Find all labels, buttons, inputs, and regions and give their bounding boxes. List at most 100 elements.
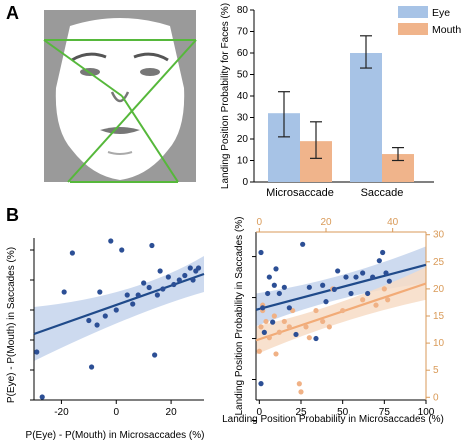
data-point-mouth (256, 348, 262, 354)
data-point (160, 286, 166, 292)
data-point-eye (376, 258, 382, 264)
data-point (195, 265, 202, 271)
mouth (100, 127, 140, 134)
data-point-mouth (373, 302, 379, 308)
right-eyebrow (133, 52, 169, 62)
y-tick-label: 40 (237, 91, 249, 102)
data-point-mouth (258, 324, 264, 330)
data-point-eye (323, 299, 329, 305)
data-point-mouth (313, 307, 319, 314)
x-tick-label: 50 (337, 407, 349, 418)
data-point-mouth (320, 318, 326, 325)
data-point (146, 284, 152, 291)
data-point-eye (281, 284, 287, 290)
category-label: Saccade (361, 187, 404, 199)
regression-line-eye (255, 263, 427, 311)
nose (110, 91, 130, 103)
data-point (135, 292, 141, 298)
data-point-eye (258, 381, 264, 387)
panel-label-a: A (6, 3, 19, 23)
y-tick-label: 70 (237, 27, 249, 38)
data-point-mouth (296, 381, 302, 387)
right-y-tick-label: 15 (433, 311, 445, 322)
data-point-eye (348, 290, 354, 297)
x-axis-label: Landing Position Probability in Microsac… (222, 414, 444, 425)
legend-swatch-eye (398, 6, 428, 18)
data-point-eye (353, 274, 359, 280)
chin-line (107, 151, 133, 155)
data-point (119, 247, 125, 253)
x-tick-label: 0 (113, 407, 119, 418)
data-point (69, 250, 75, 256)
right-eye (140, 68, 160, 76)
x-tick-label: 75 (379, 407, 391, 418)
scatter-chart-left: -20 0 20 P(Eye) - P(Mouth) in Microsaccades… (6, 238, 204, 441)
data-point-mouth (276, 329, 282, 335)
data-point (176, 277, 182, 283)
data-point-eye (320, 282, 326, 288)
y-tick-label: 20 (237, 134, 249, 145)
data-point (97, 289, 103, 295)
legend-swatch-mouth (398, 23, 428, 35)
face-stimulus-image (43, 10, 197, 183)
data-point-eye (286, 305, 292, 311)
data-point (171, 281, 177, 288)
data-point (86, 317, 92, 324)
data-point (108, 238, 114, 244)
top-x-tick-label: 40 (387, 217, 399, 228)
face-outline (55, 18, 185, 180)
data-point-eye (265, 290, 271, 297)
data-point-mouth (340, 307, 346, 314)
top-x-tick-label: 20 (320, 217, 332, 228)
data-point (34, 349, 40, 355)
data-point (141, 280, 147, 286)
right-y-tick-label: 20 (433, 284, 445, 295)
data-point (187, 265, 193, 271)
data-point-eye (271, 282, 277, 288)
data-point-eye (335, 268, 341, 274)
data-point-eye (273, 266, 279, 272)
data-point-mouth (326, 324, 332, 330)
y-axis-label: Landing Position Probability in Saccades… (234, 217, 245, 416)
data-point-mouth (303, 324, 309, 330)
data-point-eye (260, 305, 266, 311)
data-point (165, 274, 171, 280)
data-point (154, 292, 160, 298)
scanpath-lines (43, 39, 197, 183)
x-tick-label: 100 (418, 407, 435, 418)
data-point-mouth (381, 286, 387, 292)
data-point (130, 301, 136, 307)
legend-label-eye: Eye (432, 7, 450, 19)
data-point-mouth (286, 324, 292, 330)
y-axis-label: Landing Position Probability for Faces (… (220, 3, 231, 189)
data-point-mouth (266, 335, 272, 341)
data-point (61, 289, 67, 295)
data-point (157, 268, 163, 274)
legend-label-mouth: Mouth (432, 24, 461, 36)
data-point-eye (258, 249, 264, 256)
bar-chart: 0 10 20 30 40 50 60 70 80 Landing Position Probab… (220, 3, 461, 199)
data-point-eye (300, 241, 306, 247)
y-tick-label: 80 (237, 5, 249, 16)
data-point (39, 394, 45, 400)
data-point-eye (261, 329, 267, 335)
right-y-tick-label: 25 (433, 257, 445, 268)
data-point (182, 272, 188, 279)
right-y-tick-label: 30 (433, 230, 445, 241)
data-point (152, 352, 158, 358)
right-y-tick-label: 10 (433, 338, 445, 349)
panel-label-b: B (6, 205, 19, 225)
y-tick-label: 10 (237, 156, 249, 167)
x-tick-label: 25 (295, 407, 307, 418)
y-axis-label: P(Eye) - P(Mouth) in Saccades (%) (6, 247, 17, 403)
data-point-mouth (273, 351, 279, 357)
data-point-mouth (306, 335, 312, 341)
data-point (113, 307, 119, 313)
data-point-mouth (360, 297, 366, 303)
bar-eye (350, 53, 382, 182)
y-tick-label: 30 (237, 113, 249, 124)
right-y-tick-label: 0 (433, 392, 439, 403)
data-point-eye (276, 290, 282, 297)
data-point (94, 322, 100, 328)
